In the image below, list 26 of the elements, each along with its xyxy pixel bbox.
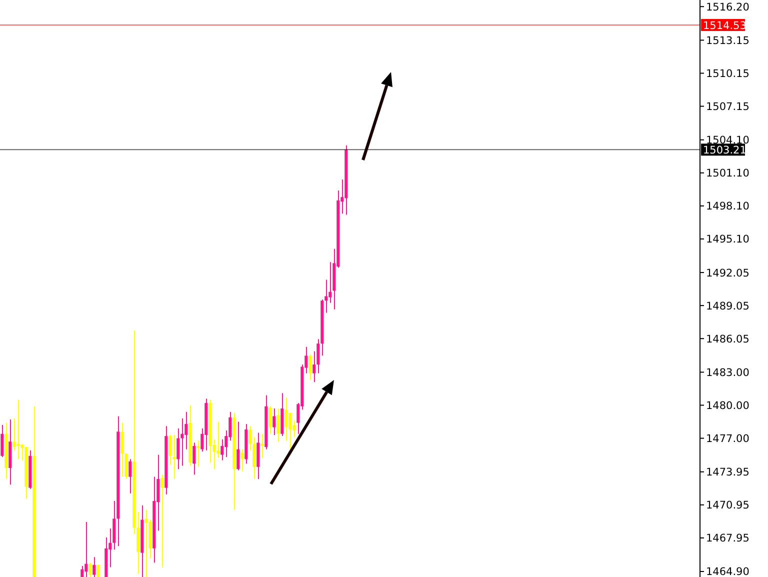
y-tick-label: 1483.00: [706, 366, 750, 379]
candlestick: [16, 400, 20, 460]
y-tick-label: 1470.95: [706, 500, 750, 512]
y-tick-label: 1510.15: [706, 68, 750, 80]
ref-line-label: 1503.21: [703, 144, 746, 157]
candlestick: [172, 434, 176, 479]
candlestick: [144, 510, 148, 577]
y-tick-label: 1477.00: [706, 432, 750, 445]
candlestick: [196, 440, 200, 467]
y-tick-label: 1498.10: [706, 200, 750, 213]
y-tick-label: 1489.05: [706, 300, 750, 312]
y-tick-label: 1467.95: [706, 532, 750, 545]
candlestick: [180, 418, 184, 466]
y-tick-label: 1495.10: [706, 234, 750, 246]
y-tick-label: 1464.90: [706, 566, 750, 577]
y-tick-label: 1501.10: [706, 168, 750, 180]
y-tick-label: 1486.05: [706, 333, 750, 346]
candlestick: [260, 434, 264, 458]
y-tick-label: 1504.10: [706, 134, 750, 147]
y-tick-label: 1492.05: [706, 267, 750, 280]
y-tick-label: 1480.00: [706, 400, 750, 412]
ref-line-label: 1514.53: [703, 20, 746, 32]
y-tick-label: 1473.95: [706, 466, 750, 479]
y-tick-label: 1516.20: [706, 1, 750, 14]
y-tick-label: 1507.15: [706, 100, 750, 113]
y-tick-label: 1513.15: [706, 34, 750, 47]
